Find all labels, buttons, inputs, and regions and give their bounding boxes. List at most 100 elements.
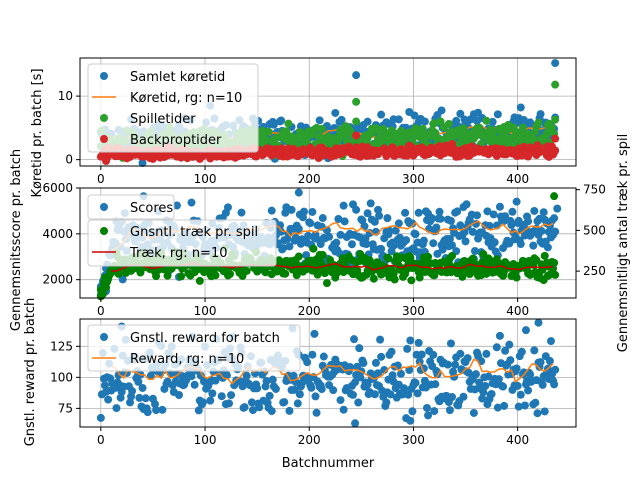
bot-plot-frame — [79, 318, 577, 428]
middle-gnsntl-tr-k-pr-spil-point — [512, 273, 521, 282]
top-samlet-k-retid-point — [394, 115, 403, 124]
bottom-gnstl-reward-for-batch-point — [114, 371, 123, 380]
middle-gnsntl-tr-k-pr-spil-point — [448, 251, 456, 260]
bottom-gnstl-reward-for-batch-point — [533, 409, 542, 418]
panel-top: 0 100 200 300 400 0 10 Køretid pr. batch [s] S… — [30, 57, 577, 198]
bottom-gnstl-reward-for-batch-point — [538, 380, 547, 389]
middle-scores-point — [279, 244, 288, 253]
bottom-gnstl-reward-for-batch-point — [479, 388, 488, 397]
mid-legend-left: Scores — [87, 194, 175, 220]
bottom-gnstl-reward-for-batch-point — [382, 398, 391, 407]
middle-scores-point — [402, 236, 411, 245]
legend-label-spilletider: Spilletider — [130, 112, 196, 127]
bottom-gnstl-reward-for-batch-point — [312, 408, 321, 417]
bottom-gnstl-reward-for-batch-point — [96, 413, 105, 422]
bottom-xtick-label: 200 — [298, 433, 321, 447]
middle-gnsntl-tr-k-pr-spil-point — [309, 244, 318, 253]
middle-gnsntl-tr-k-pr-spil-point — [551, 270, 560, 279]
top-samlet-k-retid-point — [437, 106, 446, 115]
bottom-gnstl-reward-for-batch-point — [268, 375, 277, 384]
middle-scores-point — [543, 243, 552, 252]
bottom-gnstl-reward-for-batch-point — [471, 370, 480, 379]
legend-marker-samlet — [100, 72, 108, 80]
middle-gnsntl-tr-k-pr-spil-point — [177, 272, 186, 281]
bottom-gnstl-reward-for-batch-point — [534, 318, 543, 327]
bottom-gnstl-reward-for-batch-point — [141, 394, 150, 403]
top-samlet-k-retid-point — [352, 71, 361, 80]
middle-xtick-label: 200 — [298, 304, 321, 318]
middle-gnsntl-tr-k-pr-spil-point — [102, 283, 111, 292]
bottom-gnstl-reward-for-batch-point — [506, 356, 515, 365]
legend-marker-reward — [100, 333, 108, 341]
middle-xtick-label: 300 — [402, 304, 425, 318]
middle-scores-point — [456, 221, 465, 230]
middle-scores-point — [419, 236, 428, 245]
top-backproptider-point — [551, 134, 560, 143]
bottom-gnstl-reward-for-batch-point — [317, 385, 326, 394]
bottom-gnstl-reward-for-batch-point — [494, 375, 503, 384]
middle-gnsntl-tr-k-pr-spil-point — [384, 254, 393, 263]
middle-scores-point — [223, 203, 232, 212]
middle-scores-point — [539, 208, 548, 217]
middle-scores-point — [306, 219, 315, 228]
top-xtick-label: 100 — [194, 172, 217, 186]
bottom-gnstl-reward-for-batch-point — [520, 401, 529, 410]
bottom-gnstl-reward-for-batch-point — [431, 380, 440, 389]
middle-scores-point — [374, 205, 383, 214]
middle-scores-point — [429, 239, 438, 248]
middle-scores-point — [339, 201, 348, 210]
bottom-gnstl-reward-for-batch-point — [545, 357, 554, 366]
bottom-gnstl-reward-for-batch-point — [413, 389, 422, 398]
bottom-gnstl-reward-for-batch-point — [487, 389, 496, 398]
top-spilletider-point — [471, 131, 480, 140]
top-spilletider-point — [534, 118, 543, 127]
bottom-gnstl-reward-for-batch-point — [500, 401, 509, 410]
top-spilletider-point — [475, 123, 484, 132]
middle-gnsntl-tr-k-pr-spil-point — [294, 252, 303, 261]
mid-ylabel-right: Gennemsnitligt antal træk pr. spil — [616, 134, 631, 352]
middle-scores-point — [325, 232, 334, 241]
middle-scores-point — [414, 208, 423, 217]
bottom-gnstl-reward-for-batch-point — [443, 360, 452, 369]
middle-scores-point — [436, 214, 445, 223]
bottom-gnstl-reward-for-batch-point — [208, 389, 217, 398]
bottom-gnstl-reward-for-batch-point — [415, 357, 424, 366]
bot-legend-box — [87, 324, 301, 372]
bottom-gnstl-reward-for-batch-point — [271, 384, 280, 393]
bottom-gnstl-reward-for-batch-point — [422, 403, 431, 412]
middle-scores-point — [438, 245, 447, 254]
mid-ylabel: Gennemsnitsscore pr. batch — [9, 149, 24, 331]
middle-scores-point — [389, 241, 398, 250]
middle-scores-point — [300, 207, 309, 216]
top-samlet-k-retid-point — [488, 117, 497, 126]
bottom-gnstl-reward-for-batch-point — [521, 326, 530, 335]
middle-scores-point — [490, 238, 499, 247]
bottom-gnstl-reward-for-batch-point — [101, 381, 110, 390]
middle-scores-point — [377, 244, 386, 253]
middle-gnsntl-tr-k-pr-spil-point — [152, 272, 161, 281]
bottom-xtick-label: 100 — [194, 433, 217, 447]
middle-scores-point — [462, 200, 471, 209]
top-spilletider-point — [262, 136, 271, 145]
middle-scores-point — [550, 214, 559, 223]
middle-gnsntl-tr-k-pr-spil-point — [468, 254, 477, 263]
top-spilletider-point — [258, 126, 267, 135]
middle-scores-point — [385, 226, 394, 235]
top-samlet-k-retid-point — [551, 59, 560, 68]
bottom-gnstl-reward-for-batch-point — [514, 402, 523, 411]
bottom-xtick-label: 300 — [402, 433, 425, 447]
bottom-gnstl-reward-for-batch-point — [478, 394, 487, 403]
bottom-gnstl-reward-for-batch-point — [356, 373, 365, 382]
middle-xtick-label: 100 — [194, 304, 217, 318]
top-samlet-k-retid-point — [277, 116, 286, 125]
top-samlet-k-retid-point — [138, 158, 147, 167]
middle-gnsntl-tr-k-pr-spil-point — [242, 266, 251, 275]
bottom-gnstl-reward-for-batch-point — [310, 329, 319, 338]
middle-gnsntl-tr-k-pr-spil-point — [540, 251, 549, 260]
mid-ticks: 0 100 200 300 400 2000 4000 6000 250 500 750 — [42, 181, 605, 318]
middle-scores-point — [471, 219, 480, 228]
legend-label-reward-rg: Reward, rg: n=10 — [130, 352, 244, 367]
top-spilletider-point — [282, 127, 291, 136]
middle-gnsntl-tr-k-pr-spil-point — [292, 271, 301, 280]
